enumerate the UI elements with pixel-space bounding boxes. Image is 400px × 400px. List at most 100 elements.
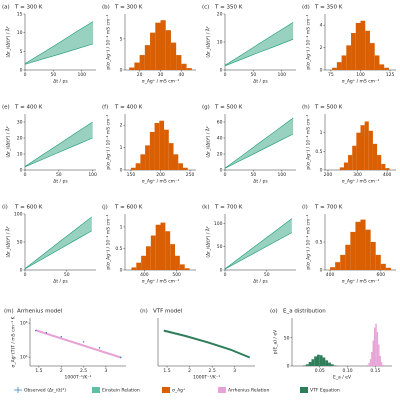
histogram-bar xyxy=(375,254,381,270)
histogram-bar xyxy=(176,55,182,70)
panel-title: E_a distribution xyxy=(283,309,326,315)
histogram-bar xyxy=(164,129,169,170)
legend-label: σ_Ag⁺ xyxy=(172,388,186,394)
histogram-bar xyxy=(380,362,383,366)
msd-edge xyxy=(224,133,294,169)
histogram-bar xyxy=(377,155,382,170)
histogram-bar xyxy=(136,262,142,270)
x-tick-label: 0.05 xyxy=(315,368,325,374)
panel-label: (i) xyxy=(2,205,8,211)
legend-swatch xyxy=(300,387,308,393)
panel-title: VTF model xyxy=(153,309,183,315)
model-line xyxy=(35,329,122,359)
x-tick-label: 0 xyxy=(224,172,227,178)
y-axis-label: p(σ_Ag⁺) / 10⁻² mS cm⁻¹ xyxy=(306,214,312,269)
x-tick-label: 2.5 xyxy=(209,368,216,374)
x-tick-label: 150 xyxy=(127,172,136,178)
y-axis-label: ⟨Δr_i(Δt)²⟩ / Å² xyxy=(5,226,12,258)
histogram-bar xyxy=(145,145,150,170)
x-axis-label: Δt / ps xyxy=(53,279,68,285)
y-tick-label: 0 xyxy=(120,268,123,274)
histogram-bar xyxy=(328,362,331,366)
y-tick-label: 100 xyxy=(14,212,23,218)
x-tick-label: 0 xyxy=(24,172,27,178)
msd-edge xyxy=(224,38,294,67)
y-tick-label: 0.5 xyxy=(315,240,322,246)
histogram-bar xyxy=(340,254,346,270)
y-tick-label: 4 xyxy=(320,23,323,29)
panel-title: T = 350 K xyxy=(214,5,243,11)
y-tick-label: 2 xyxy=(320,45,323,51)
y-tick-label: 100 xyxy=(214,221,223,227)
histogram-bar xyxy=(140,154,146,170)
x-axis-label: σ_Ag⁺ / mS cm⁻¹ xyxy=(142,179,180,185)
histogram-bar xyxy=(130,167,136,170)
x-tick-label: 200 xyxy=(156,172,165,178)
histogram-bar xyxy=(159,120,165,170)
histogram-bar xyxy=(303,365,306,366)
histogram-bar xyxy=(330,267,336,270)
observed-point xyxy=(98,347,101,349)
x-tick-label: 50 xyxy=(51,72,57,78)
histogram-bar xyxy=(373,327,376,366)
x-tick-label: 400 xyxy=(326,272,335,278)
histogram-bar xyxy=(135,163,141,170)
x-axis-label: σ_Ag⁺ / mS cm⁻¹ xyxy=(342,179,380,185)
histogram-bar xyxy=(378,344,380,366)
x-axis-label: 1000T⁻¹/K⁻¹ xyxy=(193,375,220,381)
y-tick-label: 10 xyxy=(17,152,23,158)
histogram-bar xyxy=(345,244,351,270)
histogram-bar xyxy=(144,45,151,70)
x-tick-label: 50 xyxy=(251,172,257,178)
histogram-bar xyxy=(346,45,352,70)
y-tick-label: 10 xyxy=(17,30,23,36)
y-axis-label: p(σ_Ag⁺) / 10⁻² mS cm⁻¹ xyxy=(306,114,312,169)
legend-label: VTF Equation xyxy=(310,388,340,394)
x-tick-label: 300 xyxy=(353,172,362,178)
x-tick-label: 2 xyxy=(188,368,191,374)
y-tick-label: 0 xyxy=(320,268,323,274)
y-tick-label: 60 xyxy=(217,120,223,126)
histogram-bar xyxy=(184,268,190,270)
msd-edge xyxy=(24,137,93,168)
histogram-bar xyxy=(308,362,312,366)
observed-point xyxy=(60,335,62,338)
panel-label: (g) xyxy=(202,105,210,111)
msd-edge xyxy=(24,216,93,269)
x-axis-label: 1000T⁻¹/K⁻¹ xyxy=(64,375,91,381)
y-tick-label: 20 xyxy=(217,12,223,18)
panel-label: (c) xyxy=(202,5,209,11)
legend-swatch xyxy=(162,387,170,393)
histogram-bar xyxy=(179,264,185,270)
histogram-bar xyxy=(339,167,344,170)
panel-title: T = 700 K xyxy=(214,205,243,211)
histogram-bar xyxy=(341,55,347,70)
histogram-bar xyxy=(372,340,374,366)
y-tick-label: 0 xyxy=(220,168,223,174)
histogram-bar xyxy=(360,125,365,170)
histogram-bar xyxy=(382,364,384,366)
legend-label: Arrhenius Relation xyxy=(228,388,269,394)
x-tick-label: 3 xyxy=(233,368,236,374)
histogram-bar xyxy=(170,42,177,70)
histogram-bar xyxy=(305,364,309,366)
histogram-bar xyxy=(332,67,337,70)
histogram-bar xyxy=(319,355,323,366)
panel-title: T = 600 K xyxy=(14,205,43,211)
x-tick-label: 400 xyxy=(383,172,392,178)
x-tick-label: 50 xyxy=(251,72,257,78)
y-tick-label: 0 xyxy=(20,268,23,274)
x-tick-label: 1.5 xyxy=(163,368,170,374)
histogram-bar xyxy=(356,132,361,170)
panel-title: T = 300 K xyxy=(114,5,143,11)
panel-label: (e) xyxy=(2,105,10,111)
msd-edge xyxy=(24,43,94,65)
x-tick-label: 600 xyxy=(376,272,385,278)
x-tick-label: 30 xyxy=(158,72,164,78)
histogram-bar xyxy=(343,162,349,170)
histogram-bar xyxy=(384,67,389,70)
histogram-bar xyxy=(141,255,146,270)
y-axis-label: σ_Ag⁺(T)T / mS cm⁻¹ K xyxy=(11,316,17,368)
y-axis-label: p(σ_Ag⁺) / 10⁻² mS cm⁻¹ xyxy=(306,14,312,69)
